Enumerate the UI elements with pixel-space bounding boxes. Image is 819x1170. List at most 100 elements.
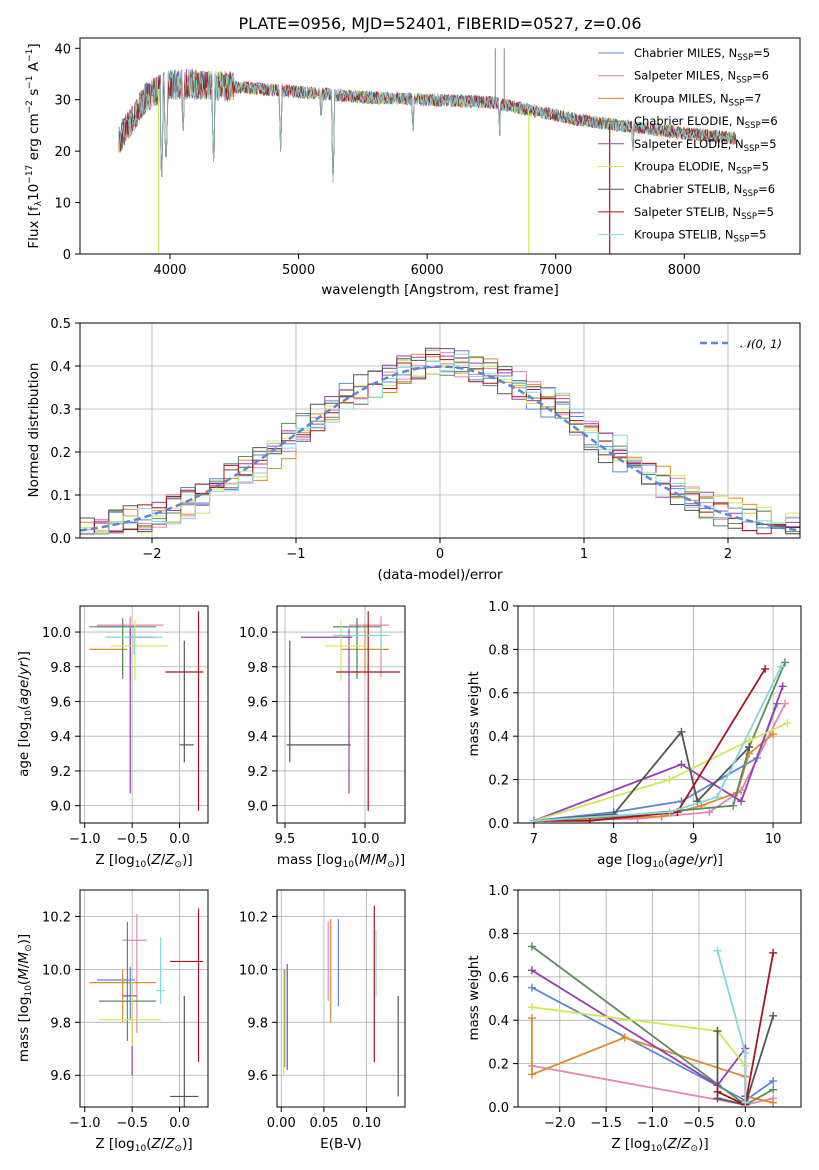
x-tick-label: 0.0 xyxy=(735,1116,756,1131)
y-tick-label: 1.0 xyxy=(488,884,509,899)
y-tick-label: 0.6 xyxy=(488,971,509,986)
x-tick-label: −2.0 xyxy=(544,1116,576,1131)
y-tick-label: 0.8 xyxy=(488,643,509,658)
y-tick-label: 9.6 xyxy=(247,695,268,710)
panel-frame xyxy=(517,889,802,1108)
weight-point xyxy=(778,682,787,691)
x-tick-label: −0.5 xyxy=(683,1116,715,1131)
y-tick-label: 9.8 xyxy=(50,661,71,676)
x-tick-label: 0.05 xyxy=(309,1116,338,1131)
panel-frame xyxy=(79,605,209,824)
weight-point xyxy=(737,797,746,806)
age-vs-mass-panel: 9.5 10.0 9.0 9.2 9.4 9.6 9.8 10.0 xyxy=(239,605,406,847)
spectrum-y-tick-label: 30 xyxy=(54,94,71,109)
x-tick-label: −0.5 xyxy=(116,1116,148,1131)
y-tick-label: 1.0 xyxy=(488,600,509,615)
weight-point xyxy=(741,1048,750,1057)
x-tick-label: 9 xyxy=(689,832,697,847)
y-tick-label: 0.6 xyxy=(488,687,509,702)
weight-point xyxy=(527,966,536,975)
x-tick-label: 0.10 xyxy=(352,1116,381,1131)
ageZ-x-label: Z [log10(Z/Z⊙)] xyxy=(95,852,192,870)
weight-point xyxy=(713,946,722,955)
x-tick-label: −1.0 xyxy=(69,1116,101,1131)
y-tick-label: 0.8 xyxy=(488,927,509,942)
y-tick-label: 9.4 xyxy=(50,730,71,745)
x-tick-label: 8 xyxy=(610,832,618,847)
mE-x-label: E(B-V) xyxy=(320,1136,362,1152)
spectrum-y-ticks: 0 10 20 30 40 xyxy=(54,42,80,263)
weight-series-3 xyxy=(531,1018,774,1104)
panel-frame xyxy=(276,605,406,824)
mZ-y-label: mass [log10(M/M⊙)] xyxy=(16,934,34,1062)
figure-title: PLATE=0956, MJD=52401, FIBERID=0527, z=0… xyxy=(238,14,641,33)
mass-vs-metallicity-panel: −1.0 −0.5 0.0 9.6 9.8 10.0 10.2 xyxy=(42,889,209,1131)
x-tick-label: 7 xyxy=(530,832,538,847)
residual-x-tick-label: 0 xyxy=(436,547,444,562)
x-tick-label: 10.0 xyxy=(351,832,380,847)
residual-hist-series-2 xyxy=(80,349,800,534)
residual-x-ticks: −2 −1 0 1 2 xyxy=(142,538,732,562)
weight-point xyxy=(529,816,538,823)
weight-series-3 xyxy=(533,733,774,822)
spectrum-y-tick-label: 20 xyxy=(54,145,71,160)
spectrum-x-tick-label: 4000 xyxy=(153,263,186,278)
y-tick-label: 10.0 xyxy=(239,626,268,641)
age-vs-metallicity-panel: −1.0 −0.5 0.0 9.0 9.2 9.4 9.6 9.8 10.0 xyxy=(42,605,209,847)
spectrum-x-tick-label: 6000 xyxy=(411,263,444,278)
spectrum-x-tick-label: 5000 xyxy=(282,263,315,278)
weight-point xyxy=(781,699,790,708)
y-tick-label: 0.2 xyxy=(488,1058,509,1073)
legend-label-8: Salpeter STELIB, NSSP=5 xyxy=(634,205,774,222)
weight-point xyxy=(677,727,686,736)
residual-legend: 𝒩(0, 1) xyxy=(700,337,782,351)
legend-label-2: Salpeter MILES, NSSP=6 xyxy=(634,69,769,86)
legend-label-7: Chabrier STELIB, NSSP=6 xyxy=(634,182,775,199)
marks xyxy=(283,905,399,1097)
marks xyxy=(529,658,792,823)
spectrum-x-tick-label: 8000 xyxy=(668,263,701,278)
spectrum-series-9 xyxy=(118,68,736,183)
x-tick-label: −0.5 xyxy=(116,832,148,847)
weight-point xyxy=(585,816,594,823)
wAge-y-label: mass weight xyxy=(466,671,482,756)
weight-point xyxy=(741,1098,750,1107)
x-tick-label: 10 xyxy=(765,832,782,847)
weight-point xyxy=(527,1070,536,1079)
panel-frame xyxy=(79,889,209,1108)
marks xyxy=(527,942,778,1107)
marks xyxy=(89,908,204,1107)
y-tick-label: 9.8 xyxy=(247,1016,268,1031)
weight-point xyxy=(713,1087,722,1096)
x-tick-label: −1.5 xyxy=(590,1116,622,1131)
weight-point xyxy=(761,664,770,673)
y-tick-label: 9.0 xyxy=(247,800,268,815)
weight-point xyxy=(609,810,618,819)
mass-vs-extinction-panel: 0.00 0.05 0.10 9.6 9.8 10.0 10.2 xyxy=(239,889,406,1131)
residual-x-tick-label: 2 xyxy=(724,547,732,562)
weight-point xyxy=(769,1098,778,1107)
weight-point xyxy=(769,1085,778,1094)
weight-point xyxy=(777,662,786,671)
y-tick-label: 9.6 xyxy=(50,1069,71,1084)
panel-frame xyxy=(517,605,802,824)
normal-legend-label: 𝒩(0, 1) xyxy=(740,337,782,351)
residual-x-label: (data-model)/error xyxy=(377,567,503,583)
weight-series-7 xyxy=(716,1015,775,1106)
weight-point xyxy=(769,1076,778,1085)
weight-point xyxy=(705,808,714,817)
y-tick-label: 9.4 xyxy=(247,730,268,745)
ageM-x-label: mass [log10(M/M⊙)] xyxy=(277,852,405,870)
weight-point xyxy=(527,1003,536,1012)
weight-point xyxy=(527,942,536,951)
panel-frame xyxy=(276,889,406,1108)
residual-x-tick-label: −1 xyxy=(286,547,305,562)
legend-label-3: Kroupa MILES, NSSP=7 xyxy=(634,91,761,108)
spectrum-panel: 4000 5000 6000 7000 8000 0 10 20 30 40 wavelengt… xyxy=(25,37,801,298)
y-tick-label: 10.2 xyxy=(239,910,268,925)
weight-series-9 xyxy=(533,666,782,822)
x-tick-label: 0.0 xyxy=(169,1116,190,1131)
y-tick-label: 10.2 xyxy=(42,910,71,925)
residual-panel: −2 −1 0 1 2 0.0 0.1 0.2 0.3 0.4 0.5 (data-model)/… xyxy=(26,317,801,583)
